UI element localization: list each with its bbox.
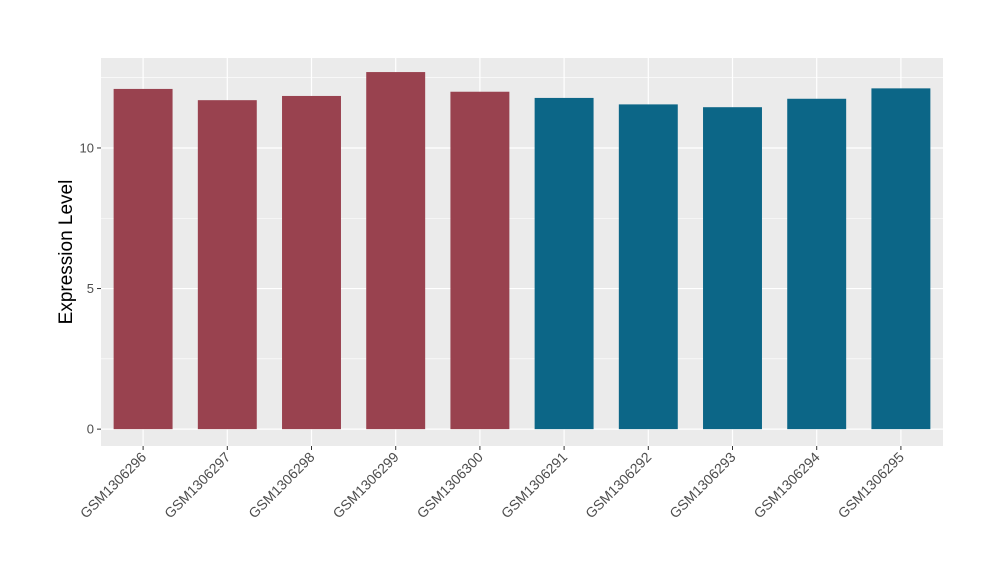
bar-GSM1306299	[366, 72, 426, 430]
x-tick-label: GSM1306291	[498, 449, 571, 522]
x-tick-label: GSM1306293	[666, 449, 739, 522]
bar-GSM1306294	[787, 98, 847, 430]
bar-GSM1306298	[282, 95, 341, 430]
x-tick-label: GSM1306292	[582, 449, 655, 522]
y-tick-label: 5	[87, 281, 94, 296]
x-tick-label: GSM1306296	[77, 449, 150, 522]
bar-GSM1306295	[871, 88, 931, 430]
y-tick-label: 0	[87, 422, 94, 437]
x-tick-label: GSM1306294	[750, 449, 823, 522]
bar-GSM1306292	[618, 104, 678, 430]
x-tick-label: GSM1306297	[161, 449, 234, 522]
y-axis: 0 5 10	[80, 140, 101, 437]
x-tick-label: GSM1306299	[329, 449, 402, 522]
bar-GSM1306297	[197, 100, 257, 430]
x-tick-label: GSM1306298	[245, 449, 318, 522]
bar-GSM1306296	[113, 88, 173, 430]
bar-GSM1306293	[703, 107, 762, 430]
bar-GSM1306300	[450, 91, 510, 430]
y-axis-label: Expression Level	[56, 180, 77, 325]
x-tick-label: GSM1306300	[414, 449, 487, 522]
bars-group	[113, 72, 931, 430]
y-tick-label: 10	[80, 140, 94, 155]
x-axis: GSM1306296 GSM1306297 GSM1306298 GSM1306299…	[77, 446, 907, 521]
x-tick-label: GSM1306295	[835, 449, 908, 522]
bar-GSM1306291	[534, 97, 594, 430]
